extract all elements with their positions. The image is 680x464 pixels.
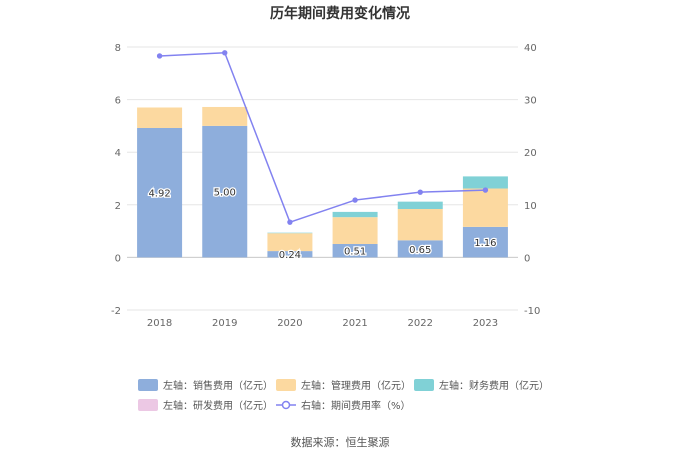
y-left-tick-label: 2 [115,201,121,212]
y-left-tick-label: 8 [115,43,121,54]
data-labels: 4.92 5.00 0.24 0.51 0.65 1.16 [147,186,498,262]
x-tick-label: 2019 [212,318,237,329]
bar-segment [202,125,248,258]
legend-label: 左轴：销售费用（亿元） [163,379,273,392]
bar-segment [462,226,508,258]
legend-swatch [138,379,158,391]
bar-data-label: 0.51 [344,247,366,258]
bar-segment [202,106,248,126]
bar-segment [137,107,183,129]
bar-segment [332,211,378,218]
rate-point [417,189,423,195]
x-tick-label: 2020 [277,318,302,329]
bar-data-label: 1.16 [474,238,496,249]
y-right-tick-label: 10 [524,201,537,212]
bar-segment [462,176,508,189]
y-left-tick-label: 0 [115,253,121,264]
legend-swatch [414,379,434,391]
bar-data-label: 4.92 [148,189,170,200]
rate-point [222,50,228,56]
grid-lines [127,46,518,311]
bar-data-label: 5.00 [214,188,236,199]
y-right-tick-label: -10 [524,306,540,317]
y-right-tick-label: 40 [524,43,537,54]
x-tick-label: 2021 [342,318,367,329]
legend-label: 左轴：研发费用（亿元） [163,399,273,412]
rate-point [482,187,489,193]
legend-line-marker [281,400,291,410]
legend-label: 左轴：管理费用（亿元） [301,379,411,392]
legend-label: 右轴：期间费用率（%） [301,399,411,412]
chart-title: 历年期间费用变化情况 [270,5,410,22]
bar-segment [267,233,313,252]
y-left-tick-label: 6 [115,96,121,107]
bars [137,106,508,258]
legend-label: 左轴：财务费用（亿元） [439,379,549,392]
y-left-tick-label: 4 [115,148,121,159]
bar-segment [397,209,443,241]
bar-segment [267,232,313,234]
bar-segment [332,243,378,258]
x-tick-label: 2022 [408,318,433,329]
y-left-tick-label: -2 [111,306,121,317]
bar-segment [137,128,183,258]
rate-point [352,197,358,203]
legend-swatch [276,379,296,391]
source-note: 数据来源：恒生聚源 [291,435,390,449]
rate-point [156,53,163,59]
y-right-tick-label: 20 [524,148,537,159]
bar-data-label: 0.24 [279,250,301,261]
legend: 左轴：销售费用（亿元） 左轴：管理费用（亿元） 左轴：财务费用（亿元） 左轴：研发费用… [138,379,549,412]
bar-segment [267,251,313,258]
rate-line-path [159,52,486,224]
bar-segment [397,240,443,258]
bar-segment [397,201,443,210]
x-tick-label: 2018 [147,318,172,329]
rate-line [156,50,489,225]
bar-data-label: 0.65 [409,245,431,256]
y-right-tick-label: 0 [524,253,530,264]
bar-segment [332,217,378,244]
axes: -2 0 2 4 6 8 -10 0 10 20 30 40 2018 2019 2020 2021 2022 2… [111,43,540,329]
legend-swatch [138,399,158,411]
x-tick-label: 2023 [473,318,498,329]
bar-segment [462,188,508,227]
rate-point [287,219,293,225]
y-right-tick-label: 30 [524,96,537,107]
